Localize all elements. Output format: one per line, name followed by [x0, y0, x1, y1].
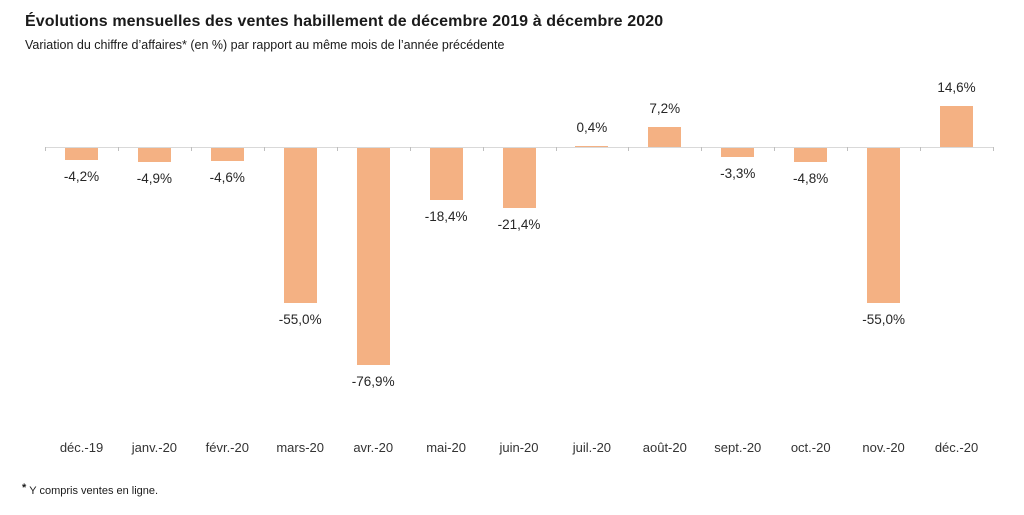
footnote-asterisk: *	[22, 482, 27, 494]
axis-tick	[117, 147, 119, 151]
footnote: * Y compris ventes en ligne.	[22, 482, 158, 497]
axis-tick	[701, 147, 703, 151]
bar-value-label: 7,2%	[649, 100, 681, 116]
bar-value-label: -55,0%	[862, 312, 905, 328]
x-axis-label: mars-20	[276, 440, 325, 455]
bar-sept.-20	[721, 148, 755, 158]
axis-tick	[336, 147, 338, 151]
bar-value-label: -76,9%	[351, 373, 395, 389]
bar-value-label: -4,6%	[209, 170, 245, 185]
bar-value-label: -4,2%	[63, 168, 100, 184]
x-axis-label: déc.-20	[934, 440, 979, 455]
x-axis-label: févr.-20	[205, 440, 249, 455]
x-axis-label: sept.-20	[714, 440, 762, 455]
bar-avr.-20	[356, 148, 390, 365]
bar-value-label: -55,0%	[278, 312, 322, 328]
bar-value-label: -18,4%	[424, 208, 468, 224]
bar-juil.-20	[575, 145, 609, 147]
bar-value-label: -3,3%	[720, 166, 756, 182]
bar-mai-20	[429, 148, 463, 200]
chart-title: Évolutions mensuelles des ventes habille…	[25, 13, 664, 30]
x-axis-label: juin-20	[499, 440, 539, 455]
axis-tick	[555, 147, 557, 151]
x-axis-label: déc.-19	[59, 440, 104, 455]
x-axis-label: mai-20	[426, 440, 466, 455]
axis-tick	[847, 147, 849, 151]
axis-tick	[482, 147, 484, 151]
bar-nov.-20	[867, 148, 901, 304]
axis-tick	[409, 147, 411, 151]
bar-value-label: -21,4%	[497, 217, 541, 233]
bar-value-label: -4,8%	[793, 170, 829, 186]
axis-tick	[993, 147, 994, 151]
bar-déc.-20	[940, 105, 973, 147]
x-axis-label: nov.-20	[862, 440, 905, 455]
bar-value-label: -4,9%	[136, 170, 173, 186]
axis-tick	[774, 147, 776, 151]
x-axis-label: avr.-20	[353, 440, 394, 455]
bar-value-label: 0,4%	[576, 119, 608, 135]
chart-header: Évolutions mensuelles des ventes habille…	[25, 13, 663, 52]
axis-tick	[45, 147, 46, 151]
bar-déc.-19	[65, 148, 98, 160]
x-axis-label: oct.-20	[790, 440, 831, 455]
bar-juin-20	[502, 148, 536, 209]
axis-tick	[190, 147, 192, 151]
chart-subtitle: Variation du chiffre d’affaires* (en %) …	[25, 38, 505, 52]
bar-mars-20	[283, 148, 317, 304]
footnote-text: Y compris ventes en ligne.	[29, 485, 159, 497]
bar-févr.-20	[210, 148, 244, 161]
bar-value-label: 14,6%	[937, 79, 976, 95]
x-axis-line	[45, 147, 993, 148]
axis-tick	[628, 147, 630, 151]
bar-août-20	[648, 126, 682, 147]
bar-janv.-20	[137, 148, 171, 162]
x-axis-label: janv.-20	[131, 440, 178, 455]
x-axis-label: juil.-20	[572, 440, 612, 455]
axis-tick	[920, 147, 922, 151]
bar-oct.-20	[794, 148, 828, 162]
x-axis-label: août-20	[642, 440, 687, 455]
axis-tick	[263, 147, 265, 151]
